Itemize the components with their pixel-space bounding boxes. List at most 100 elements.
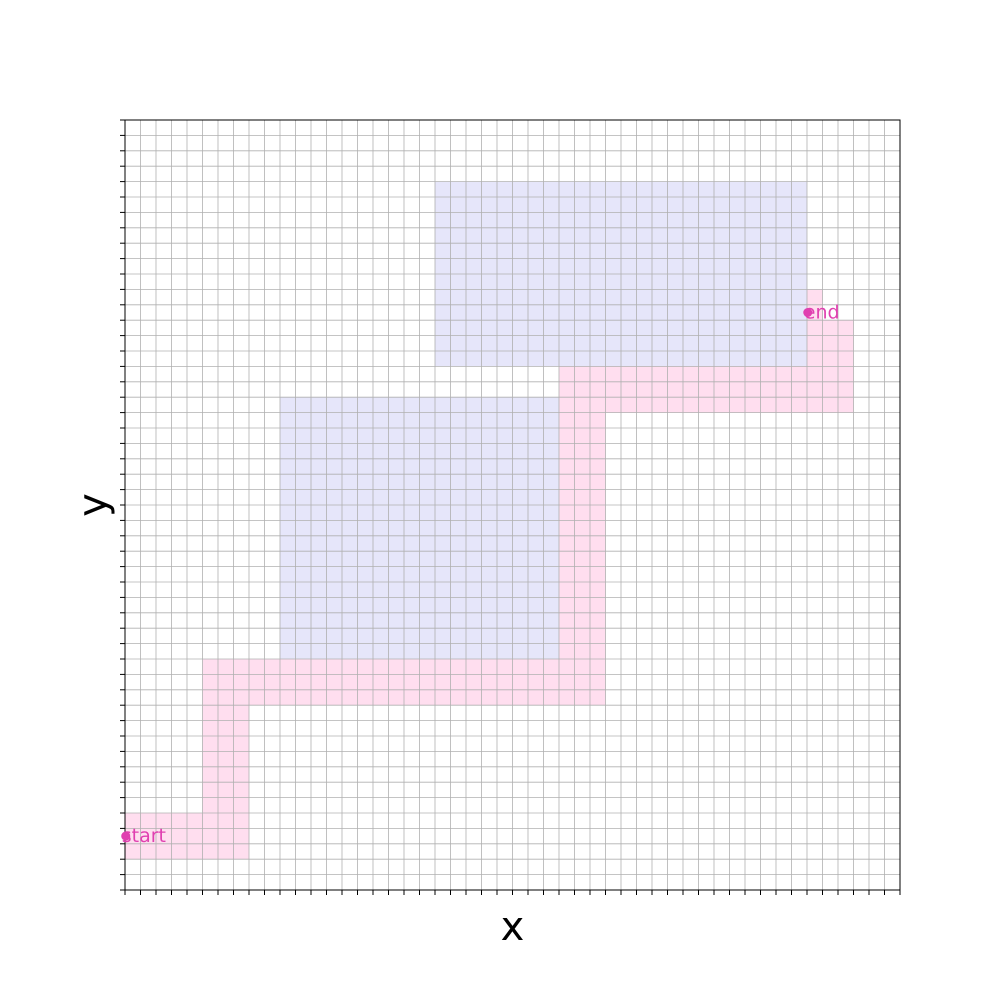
path-cell bbox=[156, 828, 172, 844]
path-cell bbox=[574, 612, 590, 629]
path-cell bbox=[295, 659, 311, 675]
path-cell bbox=[218, 797, 234, 813]
path-cell bbox=[559, 628, 575, 644]
path-cell bbox=[574, 366, 590, 382]
path-cell bbox=[574, 381, 590, 398]
path-cell bbox=[590, 520, 606, 536]
path-cell bbox=[683, 397, 699, 413]
path-cell bbox=[202, 766, 218, 783]
path-cell bbox=[388, 659, 404, 675]
path-cell bbox=[171, 828, 187, 844]
path-cell bbox=[574, 659, 590, 675]
path-cell bbox=[590, 366, 606, 382]
path-cell bbox=[605, 381, 621, 398]
path-cell bbox=[187, 813, 203, 829]
path-cell bbox=[559, 412, 575, 428]
path-cell bbox=[233, 828, 249, 844]
path-cell bbox=[714, 397, 730, 413]
path-cell bbox=[729, 381, 745, 398]
path-cell bbox=[559, 443, 575, 459]
path-cell bbox=[590, 381, 606, 398]
path-cell bbox=[373, 659, 389, 675]
path-cell bbox=[745, 381, 761, 398]
path-cell bbox=[202, 751, 218, 767]
path-cell bbox=[605, 397, 621, 413]
path-cell bbox=[621, 397, 637, 413]
path-cell bbox=[807, 320, 823, 336]
path-cell bbox=[419, 674, 435, 690]
path-cell bbox=[574, 643, 590, 659]
path-cell bbox=[512, 674, 528, 690]
path-cell bbox=[357, 674, 373, 690]
path-cell bbox=[776, 381, 792, 398]
path-cell bbox=[590, 428, 606, 444]
path-cell bbox=[326, 659, 342, 675]
path-cell bbox=[838, 381, 854, 398]
path-cell bbox=[559, 566, 575, 582]
path-cell bbox=[605, 366, 621, 382]
x-axis-label: x bbox=[501, 904, 525, 950]
end-marker bbox=[803, 308, 813, 317]
path-cell bbox=[311, 689, 327, 706]
path-cell bbox=[745, 366, 761, 382]
path-cell bbox=[388, 674, 404, 690]
path-cell bbox=[652, 397, 668, 413]
path-cell bbox=[652, 366, 668, 382]
path-cell bbox=[636, 366, 652, 382]
path-cell bbox=[574, 474, 590, 490]
path-cell bbox=[621, 381, 637, 398]
path-cell bbox=[202, 782, 218, 798]
path-cell bbox=[528, 659, 544, 675]
path-cell bbox=[373, 674, 389, 690]
path-cell bbox=[590, 628, 606, 644]
path-cell bbox=[140, 828, 156, 844]
path-cell bbox=[156, 813, 172, 829]
path-cell bbox=[218, 705, 234, 721]
path-cell bbox=[233, 843, 249, 860]
path-cell bbox=[559, 674, 575, 690]
tick-marks bbox=[120, 119, 901, 895]
path-cell bbox=[140, 813, 156, 829]
path-cell bbox=[559, 505, 575, 521]
path-cell bbox=[776, 397, 792, 413]
path-cell bbox=[233, 674, 249, 690]
path-cell bbox=[419, 689, 435, 706]
path-cell bbox=[481, 674, 497, 690]
path-cell bbox=[590, 443, 606, 459]
path-cell bbox=[559, 535, 575, 552]
path-cell bbox=[590, 643, 606, 659]
path-cell bbox=[745, 397, 761, 413]
path-cell bbox=[652, 381, 668, 398]
path-cell bbox=[838, 351, 854, 367]
path-cell bbox=[233, 751, 249, 767]
path-cell bbox=[559, 597, 575, 613]
path-cell bbox=[559, 458, 575, 475]
path-cell bbox=[233, 813, 249, 829]
path-cell bbox=[218, 751, 234, 767]
path-cell bbox=[218, 689, 234, 706]
path-cell bbox=[218, 674, 234, 690]
path-cell bbox=[404, 674, 420, 690]
path-cell bbox=[171, 813, 187, 829]
path-cell bbox=[233, 659, 249, 675]
path-cell bbox=[295, 689, 311, 706]
path-cell bbox=[559, 643, 575, 659]
path-cell bbox=[574, 428, 590, 444]
path-cell bbox=[559, 659, 575, 675]
path-cell bbox=[125, 828, 141, 844]
path-cell bbox=[326, 674, 342, 690]
path-cell bbox=[667, 381, 683, 398]
path-cell bbox=[559, 689, 575, 706]
path-cell bbox=[683, 366, 699, 382]
path-cell bbox=[590, 397, 606, 413]
path-cell bbox=[543, 674, 559, 690]
path-cell bbox=[590, 489, 606, 505]
path-cell bbox=[202, 828, 218, 844]
path-cell bbox=[590, 566, 606, 582]
end-label: end bbox=[804, 302, 840, 324]
marker-layer: start end bbox=[121, 302, 840, 847]
y-axis-label: y bbox=[70, 493, 116, 517]
path-cell bbox=[140, 843, 156, 860]
path-cell bbox=[512, 689, 528, 706]
